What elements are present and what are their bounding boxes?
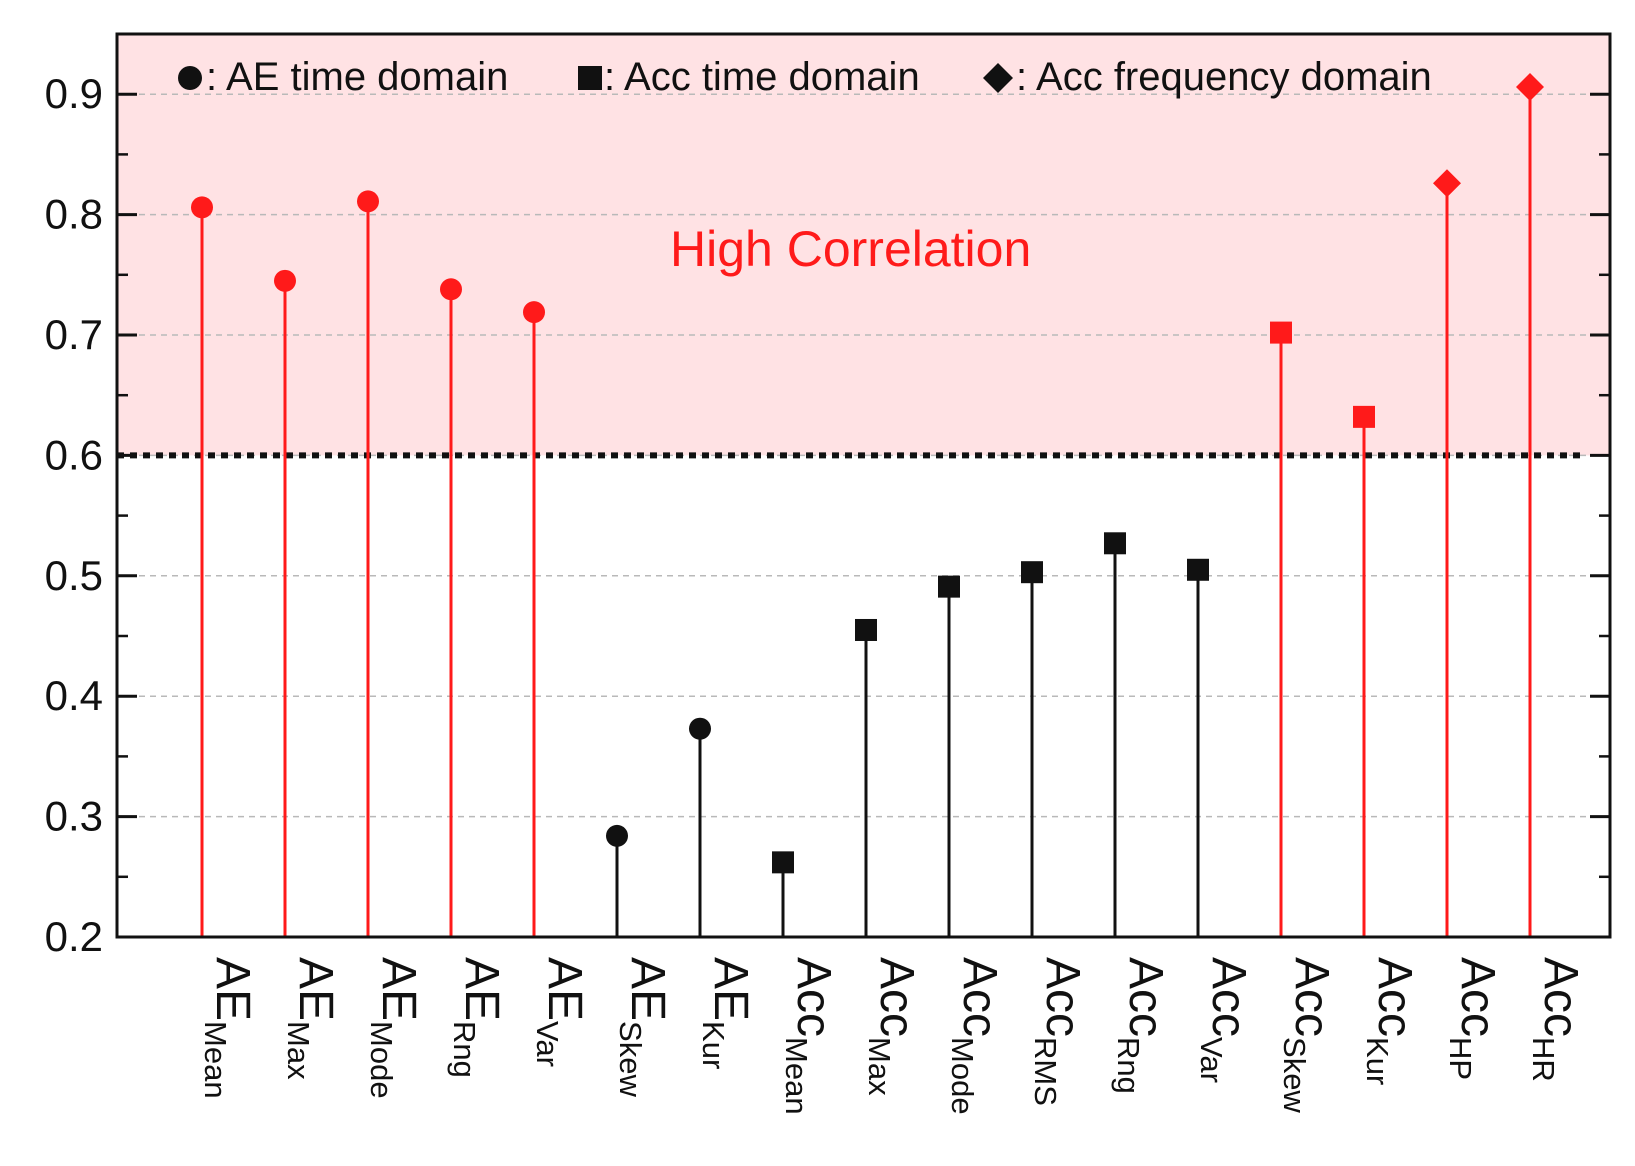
- category-main-acc-mean: Acc: [787, 957, 840, 1037]
- category-main-acc-rng: Acc: [1119, 957, 1172, 1037]
- category-label-acc-rng: AccRng: [1111, 957, 1172, 1094]
- ytick-label-0.7: 0.7: [45, 311, 103, 358]
- category-sub-ae-kur: Kur: [696, 1021, 731, 1069]
- category-main-ae-max: AE: [289, 957, 342, 1021]
- category-label-acc-max: AccMax: [862, 957, 923, 1096]
- category-sub-ae-var: Var: [530, 1021, 565, 1067]
- category-sub-acc-kur: Kur: [1360, 1037, 1395, 1085]
- category-sub-ae-mean: Mean: [198, 1021, 233, 1099]
- category-label-acc-hp: AccHP: [1443, 957, 1504, 1080]
- legend-circle-marker: [178, 66, 202, 90]
- category-label-acc-mode: AccMode: [945, 957, 1006, 1115]
- high-correlation-region: [117, 34, 1610, 456]
- marker-acc-mode: [938, 575, 960, 598]
- category-main-ae-mode: AE: [372, 957, 425, 1021]
- category-sub-acc-rng: Rng: [1111, 1037, 1146, 1094]
- marker-acc-hr: [1516, 72, 1544, 101]
- high-correlation-annotation: High Correlation: [670, 221, 1031, 277]
- marker-ae-skew: [606, 824, 628, 847]
- category-main-acc-skew: Acc: [1285, 957, 1338, 1037]
- marker-ae-max: [274, 269, 296, 292]
- category-label-layer: AEMeanAEMaxAEModeAERngAEVarAESkewAEKurAc…: [198, 957, 1587, 1115]
- ytick-label-0.6: 0.6: [45, 431, 103, 478]
- legend-ae-time-label: : AE time domain: [206, 55, 508, 99]
- category-sub-acc-hr: HR: [1526, 1037, 1561, 1082]
- marker-ae-mean: [191, 196, 213, 219]
- category-sub-acc-mean: Mean: [779, 1037, 814, 1115]
- ytick-label-0.4: 0.4: [45, 672, 103, 719]
- legend-acc-time-label: : Acc time domain: [604, 55, 920, 99]
- ytick-label-0.8: 0.8: [45, 191, 103, 238]
- category-main-acc-mode: Acc: [953, 957, 1006, 1037]
- category-sub-acc-var: Var: [1194, 1037, 1229, 1083]
- ytick-label-0.5: 0.5: [45, 552, 103, 599]
- category-main-acc-var: Acc: [1202, 957, 1255, 1037]
- category-sub-acc-mode: Mode: [945, 1037, 980, 1115]
- marker-ae-var: [523, 301, 545, 324]
- category-main-acc-hp: Acc: [1451, 957, 1504, 1037]
- grid-layer: [117, 93, 1610, 818]
- category-label-acc-mean: AccMean: [779, 957, 840, 1115]
- category-sub-ae-max: Max: [281, 1021, 316, 1080]
- category-main-acc-max: Acc: [870, 957, 923, 1037]
- category-label-acc-hr: AccHR: [1526, 957, 1587, 1082]
- category-main-ae-kur: AE: [704, 957, 757, 1021]
- category-sub-ae-mode: Mode: [364, 1021, 399, 1099]
- marker-ae-rng: [440, 278, 462, 301]
- marker-acc-skew: [1270, 321, 1292, 344]
- category-label-ae-mode: AEMode: [364, 957, 425, 1099]
- category-label-ae-mean: AEMean: [198, 957, 259, 1099]
- plot-frame: [115, 32, 1612, 939]
- category-label-ae-max: AEMax: [281, 957, 342, 1080]
- marker-acc-hp: [1433, 169, 1461, 198]
- category-main-acc-hr: Acc: [1534, 957, 1587, 1037]
- category-sub-acc-skew: Skew: [1277, 1037, 1312, 1113]
- category-label-acc-rms: AccRMS: [1028, 957, 1089, 1106]
- category-label-acc-var: AccVar: [1194, 957, 1255, 1083]
- marker-acc-rms: [1021, 561, 1043, 584]
- marker-acc-mean: [772, 851, 794, 874]
- marker-ae-mode: [357, 190, 379, 213]
- marker-acc-rng: [1104, 532, 1126, 555]
- category-sub-acc-hp: HP: [1443, 1037, 1478, 1080]
- ytick-label-0.2: 0.2: [45, 913, 103, 960]
- high-correlation-region-layer: [117, 34, 1610, 456]
- marker-acc-max: [855, 618, 877, 641]
- category-main-acc-rms: Acc: [1036, 957, 1089, 1037]
- legend-square-marker: [578, 66, 602, 90]
- category-sub-ae-rng: Rng: [447, 1021, 482, 1078]
- ytick-label-0.9: 0.9: [45, 70, 103, 117]
- stem-layer: [200, 86, 1532, 937]
- legend-layer: : AE time domain : Acc time domain : Acc…: [178, 55, 1432, 99]
- category-label-ae-rng: AERng: [447, 957, 508, 1078]
- marker-acc-kur: [1353, 405, 1375, 428]
- category-sub-ae-skew: Skew: [613, 1021, 648, 1097]
- marker-ae-kur: [689, 717, 711, 740]
- category-label-acc-kur: AccKur: [1360, 957, 1421, 1085]
- category-sub-acc-max: Max: [862, 1037, 897, 1096]
- category-label-ae-skew: AESkew: [613, 957, 674, 1097]
- category-main-acc-kur: Acc: [1368, 957, 1421, 1037]
- category-label-acc-skew: AccSkew: [1277, 957, 1338, 1113]
- axis-layer: 0.2 0.3 0.4 0.5 0.6 0.7 0.8 0.9: [45, 32, 1612, 960]
- legend-diamond-marker: [983, 63, 1013, 93]
- category-main-ae-skew: AE: [621, 957, 674, 1021]
- category-main-ae-var: AE: [538, 957, 591, 1021]
- category-sub-acc-rms: RMS: [1028, 1037, 1063, 1106]
- marker-acc-var: [1187, 558, 1209, 581]
- category-label-ae-var: AEVar: [530, 957, 591, 1067]
- category-main-ae-rng: AE: [455, 957, 508, 1021]
- marker-layer: [191, 72, 1544, 874]
- category-main-ae-mean: AE: [206, 957, 259, 1021]
- legend-acc-freq-label: : Acc frequency domain: [1016, 55, 1432, 99]
- ytick-label-0.3: 0.3: [45, 793, 103, 840]
- category-label-ae-kur: AEKur: [696, 957, 757, 1069]
